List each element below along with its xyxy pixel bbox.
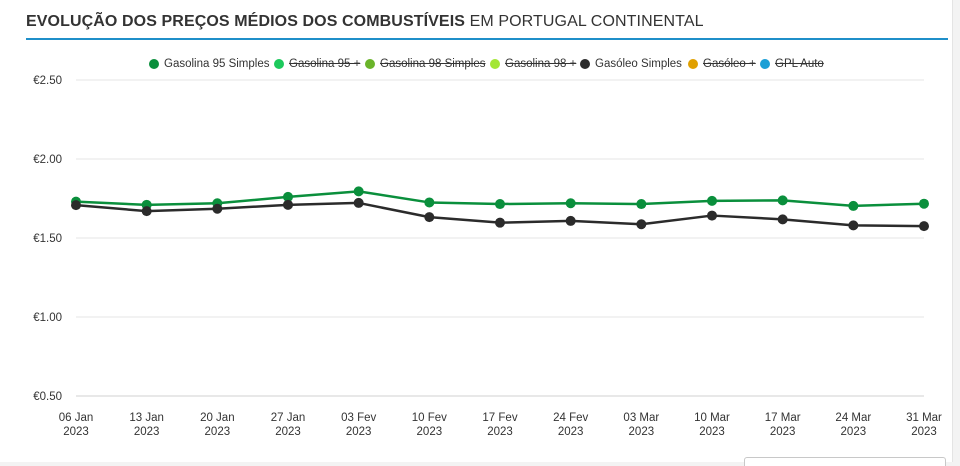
data-point[interactable] (848, 200, 859, 211)
series-group (71, 186, 929, 232)
x-tick-label: 03 Fev 2023 (341, 412, 376, 438)
legend-label: Gasóleo + (703, 58, 756, 70)
legend-item-gasolina-95-plus[interactable]: Gasolina 95 + (274, 55, 360, 73)
chart-legend: Gasolina 95 Simples Gasolina 95 + Gasoli… (0, 55, 952, 73)
data-point[interactable] (424, 212, 435, 223)
data-point[interactable] (777, 195, 788, 206)
gridlines (76, 79, 924, 397)
data-point[interactable] (353, 197, 364, 208)
legend-label: Gasóleo Simples (595, 58, 682, 70)
data-point[interactable] (141, 206, 152, 217)
data-point[interactable] (919, 198, 929, 209)
x-tick-label: 06 Jan 2023 (59, 412, 94, 438)
data-point[interactable] (283, 191, 293, 202)
title-underline (26, 38, 948, 40)
legend-item-gasoleo-simples[interactable]: Gasóleo Simples (580, 55, 682, 73)
x-tick-label: 10 Mar 2023 (694, 412, 730, 438)
legend-item-gasolina-98-plus[interactable]: Gasolina 98 + (490, 55, 576, 73)
x-tick-label: 20 Jan 2023 (200, 412, 235, 438)
legend-dot-icon (365, 59, 375, 69)
x-tick-label: 17 Fev 2023 (482, 412, 517, 438)
data-point[interactable] (353, 186, 364, 197)
data-point[interactable] (707, 210, 717, 221)
legend-label: GPL Auto (775, 58, 824, 70)
x-tick-label: 24 Mar 2023 (835, 412, 871, 438)
y-tick-label: €1.50 (33, 233, 62, 245)
legend-dot-icon (760, 59, 770, 69)
data-point[interactable] (848, 220, 859, 231)
data-point[interactable] (636, 199, 647, 210)
chart-title-bold: EVOLUÇÃO DOS PREÇOS MÉDIOS DOS COMBUSTÍV… (26, 13, 466, 30)
x-tick-label: 17 Mar 2023 (765, 412, 801, 438)
legend-dot-icon (149, 59, 159, 69)
legend-dot-icon (490, 59, 500, 69)
y-tick-label: €2.50 (33, 75, 62, 87)
legend-label: Gasolina 98 Simples (380, 58, 486, 70)
y-tick-label: €0.50 (33, 391, 62, 403)
legend-item-gpl-auto[interactable]: GPL Auto (760, 55, 824, 73)
legend-dot-icon (688, 59, 698, 69)
x-tick-label: 24 Fev 2023 (553, 412, 588, 438)
data-point[interactable] (71, 200, 81, 211)
x-tick-label: 31 Mar 2023 (906, 412, 942, 438)
data-point[interactable] (636, 219, 647, 230)
legend-dot-icon (274, 59, 284, 69)
legend-item-gasolina-98-simples[interactable]: Gasolina 98 Simples (365, 55, 485, 73)
chart-title-rest: EM PORTUGAL CONTINENTAL (469, 13, 704, 30)
y-axis-ticks: €0.50 €1.00 €1.50 €2.00 €2.50 (33, 75, 62, 403)
data-point[interactable] (212, 203, 223, 214)
data-point[interactable] (707, 195, 717, 206)
x-tick-label: 27 Jan 2023 (271, 412, 306, 438)
data-point[interactable] (777, 214, 788, 225)
data-point[interactable] (919, 221, 929, 232)
y-tick-label: €1.00 (33, 312, 62, 324)
x-tick-label: 03 Mar 2023 (623, 412, 659, 438)
data-point[interactable] (495, 217, 505, 228)
x-tick-label: 13 Jan 2023 (129, 412, 164, 438)
x-axis-ticks: 06 Jan 2023 13 Jan 2023 20 Jan 2023 27 Jan 2023… (59, 412, 942, 438)
data-point[interactable] (424, 197, 435, 208)
x-tick-label: 10 Fev 2023 (412, 412, 447, 438)
legend-label: Gasolina 95 Simples (164, 58, 270, 70)
data-point[interactable] (495, 199, 505, 210)
chart-title: EVOLUÇÃO DOS PREÇOS MÉDIOS DOS COMBUSTÍV… (26, 13, 704, 31)
legend-item-gasolina-95-simples[interactable]: Gasolina 95 Simples (149, 55, 269, 73)
legend-item-gasoleo-plus[interactable]: Gasóleo + (688, 55, 756, 73)
legend-label: Gasolina 95 + (289, 58, 361, 70)
legend-label: Gasolina 98 + (505, 58, 577, 70)
y-tick-label: €2.00 (33, 154, 62, 166)
data-point[interactable] (565, 198, 576, 209)
legend-dot-icon (580, 59, 590, 69)
data-point[interactable] (283, 199, 293, 210)
data-point[interactable] (565, 215, 576, 226)
